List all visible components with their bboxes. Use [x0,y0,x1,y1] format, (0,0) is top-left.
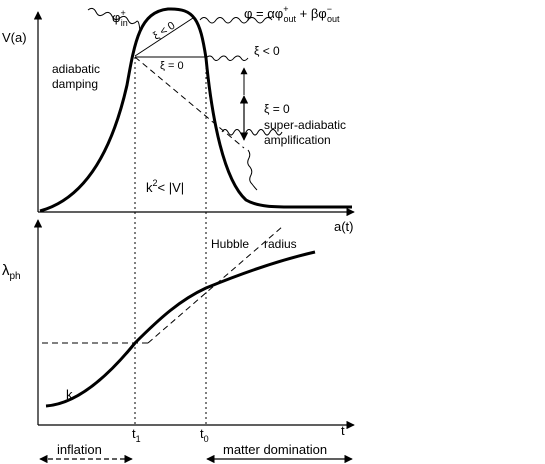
top-y-axis-label: V(a) [2,30,27,45]
top-x-axis-label: a(t) [334,219,354,234]
radius-label: radius [264,237,297,251]
super-adiabatic-label-line1: super-adiabatic [264,118,346,132]
bottom-x-axis-label: t [341,423,345,438]
incoming-wave [87,7,141,33]
wavelength-curve-label: k [66,387,73,402]
xi-inside-lower-label: ξ = 0 [160,60,184,72]
outgoing-wave-lower [221,129,283,136]
incoming-wave-label: φ+ in [112,8,128,28]
bottom-y-axis-label: λph [2,262,21,282]
outgoing-wave-middle [205,55,249,61]
era-bar: inflation matter domination [39,442,353,464]
hubble-label: Hubble [211,237,249,251]
top-panel: V(a) a(t) φ = αφ+ out + βφ− out φ+ in ξ < 0… [2,4,355,234]
adiabatic-label-line2: damping [52,77,98,91]
t1-label: t1 [132,426,141,444]
xi-inside-upper-label: ξ < 0 [151,20,177,43]
bottom-panel: λph t Hubble radius k t1 t0 [2,219,355,444]
adiabatic-label-line1: adiabatic [52,62,100,76]
barrier-condition-label: k2< |V| [146,178,184,195]
outgoing-wave-upper [199,17,273,24]
inflation-label: inflation [57,442,102,457]
potential-curve [39,7,352,213]
super-adiabatic-label-line2: amplification [264,133,331,147]
matter-domination-label: matter domination [223,442,327,457]
t0-label: t0 [200,426,209,444]
wavelength-curve [45,250,316,408]
xi-right-lower-label: ξ = 0 [264,102,290,116]
xi-negative-chord [134,17,194,57]
xi-right-upper-label: ξ < 0 [254,44,280,58]
adiabatic-dashed-line [134,56,245,149]
outgoing-wave-bottom [247,149,258,191]
bogoliubov-equation: φ = αφ+ out + βφ− out [244,4,340,24]
